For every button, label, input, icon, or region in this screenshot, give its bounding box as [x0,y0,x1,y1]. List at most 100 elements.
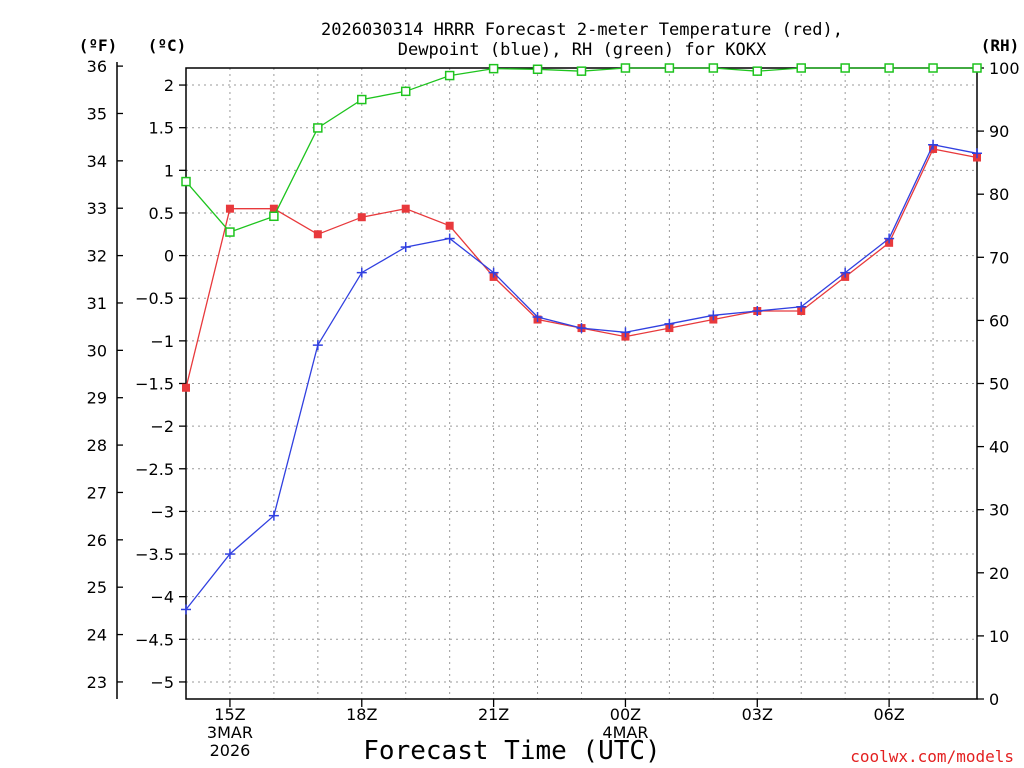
rh-unit-label: (RH) [981,36,1020,55]
gridlines [186,68,977,699]
dewpoint-line [185,143,978,610]
celsius-tick-label: −1.5 [135,375,174,394]
rh-tick-label: 50 [989,375,1009,394]
dewpoint-point [224,549,235,560]
celsius-tick-label: 2 [164,76,174,95]
rh-tick-label: 10 [989,627,1009,646]
dewpoint-point [796,301,807,312]
celsius-tick-label: −2.5 [135,460,174,479]
rh-point [972,63,982,73]
rh-tick-label: 30 [989,501,1009,520]
x-tick-label: 18Z [346,705,377,724]
temperature-point [313,230,322,239]
celsius-tick-label: 0 [164,247,174,266]
rh-point [269,211,279,222]
rh-point [796,63,806,73]
temperature-point [269,204,278,213]
celsius-tick-label: −4 [150,588,174,607]
rh-point [708,63,719,73]
temperature-point [445,221,454,230]
x-axis-label: Forecast Time (UTC) [363,736,660,766]
dewpoint-point [400,242,411,253]
celsius-tick-label: −4.5 [135,630,174,649]
x-tick-label: 00Z [610,705,641,724]
dewpoint-point [181,604,191,615]
dewpoint-point [884,233,895,244]
x-tick-label: 03Z [742,705,773,724]
rh-point [620,63,631,73]
rh-point [752,66,763,76]
fahrenheit-tick-label: 25 [87,578,107,597]
rh-tick-label: 70 [989,248,1009,267]
temperature-point [225,204,234,213]
fahrenheit-tick-label: 26 [87,531,107,550]
temperature-point [182,383,190,392]
rh-point [357,94,367,105]
x-tick-label: 4MAR [602,723,648,742]
temperature-point [357,213,366,222]
fahrenheit-tick-label: 31 [87,294,107,313]
x-tick-label: 2026 [210,741,251,760]
x-tick-label: 15Z [214,705,245,724]
rh-tick-label: 40 [989,438,1009,457]
rh-tick-label: 90 [989,122,1009,141]
axes: 36 35 34 33 32 31 30 29 28 27 26 25 24 23 2 1.5 1 0.5 0 −0.… [87,57,1020,760]
dewpoint-point [532,311,543,322]
fahrenheit-tick-label: 32 [87,247,107,266]
chart-title-line2: Dewpoint (blue), RH (green) for KOKX [398,40,767,60]
dewpoint-point [620,327,631,338]
dewpoint-point [312,340,323,351]
rh-point [444,70,455,81]
rh-point [313,123,323,133]
fahrenheit-unit-label: (ºF) [79,36,118,55]
celsius-tick-label: −0.5 [135,289,174,308]
celsius-tick-label: −3.5 [135,545,174,564]
celsius-tick-label: −3 [150,502,174,521]
dewpoint-point [840,267,851,278]
fahrenheit-tick-label: 30 [87,341,107,360]
data-series [181,63,982,615]
dewpoint-point [664,318,675,329]
fahrenheit-tick-label: 23 [87,673,107,692]
rh-tick-label: 80 [989,185,1009,204]
rh-tick-label: 20 [989,564,1009,583]
celsius-tick-label: 1.5 [149,119,174,138]
x-tick-label: 06Z [873,705,904,724]
fahrenheit-tick-label: 29 [87,389,107,408]
rh-point [400,86,411,97]
x-tick-label: 21Z [478,705,509,724]
celsius-tick-label: −5 [150,673,174,692]
fahrenheit-tick-label: 36 [87,57,107,76]
rh-tick-label: 100 [989,59,1020,78]
dewpoint-point [576,323,587,334]
dewpoint-point [488,267,499,278]
fahrenheit-tick-label: 34 [87,152,107,171]
dewpoint-point [444,233,455,244]
celsius-tick-label: −1 [150,332,174,351]
dewpoint-point [752,306,763,317]
dewpoint-point [268,510,279,521]
dewpoint-point [708,310,719,321]
fahrenheit-tick-label: 28 [87,436,107,455]
dewpoint-point [356,267,367,278]
rh-point [840,63,850,73]
celsius-tick-label: 1 [164,161,174,180]
rh-tick-label: 60 [989,311,1009,330]
rh-point [576,66,587,76]
chart-title-line1: 2026030314 HRRR Forecast 2-meter Tempera… [321,20,843,40]
celsius-unit-label: (ºC) [148,36,187,55]
fahrenheit-tick-label: 27 [87,483,107,502]
rh-point [181,176,191,187]
rh-point [532,64,543,75]
credit-text: coolwx.com/models [850,747,1014,766]
temperature-point [401,204,410,213]
dewpoint-point [972,148,982,159]
rh-point [664,63,675,73]
fahrenheit-tick-label: 33 [87,199,107,218]
celsius-tick-label: 0.5 [149,204,174,223]
x-tick-label: 3MAR [207,723,253,742]
fahrenheit-tick-label: 24 [87,626,107,645]
dewpoint-point [928,139,939,150]
fahrenheit-tick-label: 35 [87,104,107,123]
